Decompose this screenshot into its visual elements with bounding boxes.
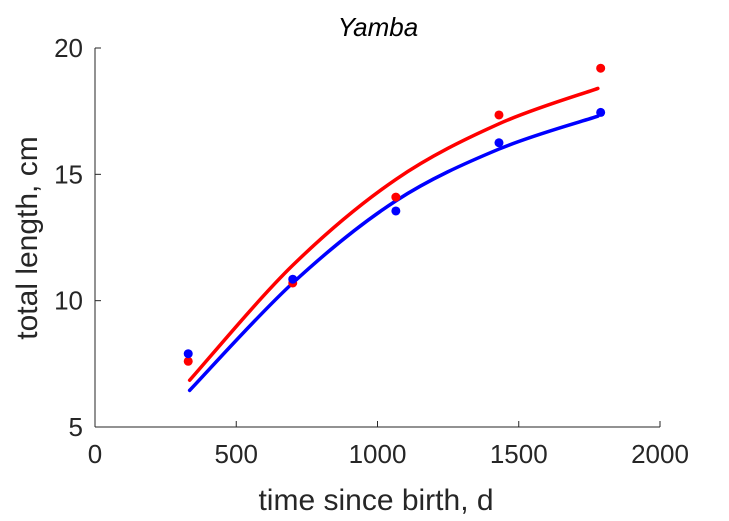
- x-tick-label: 0: [88, 439, 102, 469]
- y-tick-label: 20: [54, 33, 83, 63]
- x-tick-label: 1000: [349, 439, 407, 469]
- fit-curve-series-2: [187, 114, 600, 393]
- fit-curve-series-1: [187, 86, 600, 383]
- data-points: [183, 63, 606, 366]
- data-point-series-2: [183, 349, 193, 359]
- data-point-series-2: [391, 206, 401, 216]
- data-point-series-1: [494, 110, 504, 120]
- data-point-series-1: [183, 356, 193, 366]
- x-axis-label: time since birth, d: [258, 484, 493, 517]
- data-point-series-2: [596, 107, 606, 117]
- data-point-series-2: [494, 138, 504, 148]
- y-tick-label: 15: [54, 159, 83, 189]
- y-axis-label: total length, cm: [11, 136, 44, 339]
- y-tick-label: 5: [69, 412, 83, 442]
- x-tick-label: 500: [215, 439, 258, 469]
- y-tick-label: 10: [54, 286, 83, 316]
- x-tick-label: 1500: [490, 439, 548, 469]
- data-point-series-1: [596, 63, 606, 73]
- axes: 0 500 1000 1500 2000 5 10 15 20: [54, 33, 689, 469]
- fit-curves: [187, 86, 600, 393]
- chart-title: Yamba: [338, 12, 418, 42]
- data-point-series-2: [288, 274, 298, 284]
- data-point-series-1: [391, 192, 401, 202]
- x-tick-label: 2000: [631, 439, 689, 469]
